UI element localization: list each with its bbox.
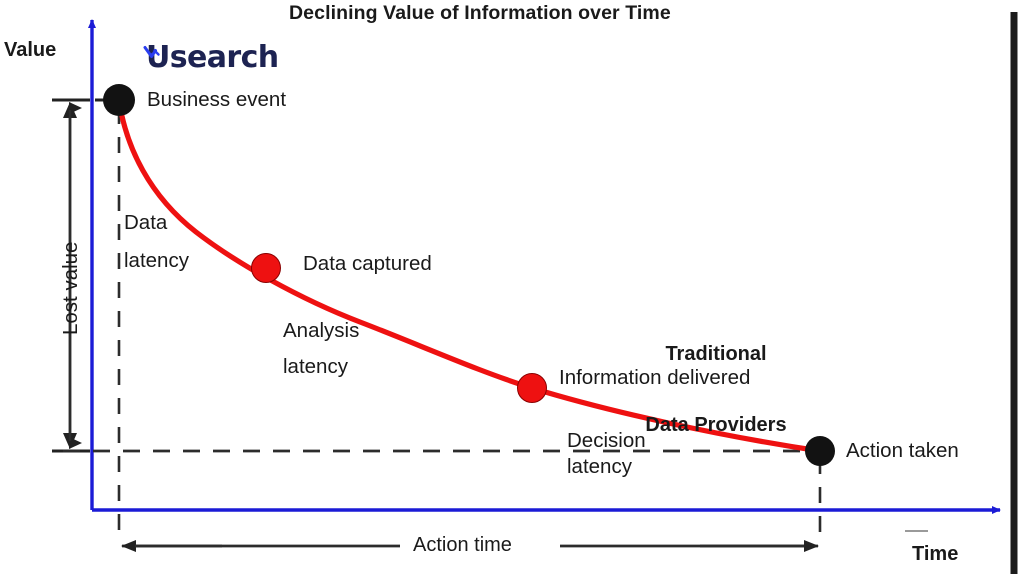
- data-latency-label-line2: latency: [124, 249, 189, 272]
- analysis-latency-label-line2: latency: [283, 355, 348, 378]
- provider-label-line2: Data Providers: [645, 413, 787, 436]
- decision-latency-label-line1: Decision: [567, 429, 646, 452]
- label-action-taken: Action taken: [846, 439, 959, 462]
- blue-arrow-check-icon: [143, 46, 160, 58]
- point-business-event: [103, 84, 135, 116]
- value-decay-curve: [116, 97, 823, 454]
- page-title: Declining Value of Information over Time: [289, 2, 671, 24]
- y-axis-title: Value: [4, 39, 57, 61]
- data-latency-label-line1: Data: [124, 211, 168, 234]
- lost-value-label: Lost value: [59, 241, 82, 335]
- label-information-delivered: Information delivered: [559, 366, 751, 389]
- brand-wordmark: Usearch: [146, 39, 279, 75]
- brand-logo[interactable]: Usearch: [143, 39, 279, 75]
- point-data-captured: [251, 253, 281, 283]
- provider-label-line1: Traditional: [665, 343, 767, 366]
- label-data-captured: Data captured: [303, 252, 432, 275]
- x-axis-title: Time: [912, 543, 959, 565]
- action-time-label: Action time: [413, 534, 512, 556]
- decision-latency-label-line2: latency: [567, 455, 632, 478]
- traditional-data-providers-label: Traditional Data Providers: [601, 296, 831, 485]
- analysis-latency-label-line1: Analysis: [283, 319, 360, 342]
- point-information-delivered: [517, 373, 547, 403]
- label-business-event: Business event: [147, 88, 287, 111]
- point-action-taken: [805, 436, 835, 466]
